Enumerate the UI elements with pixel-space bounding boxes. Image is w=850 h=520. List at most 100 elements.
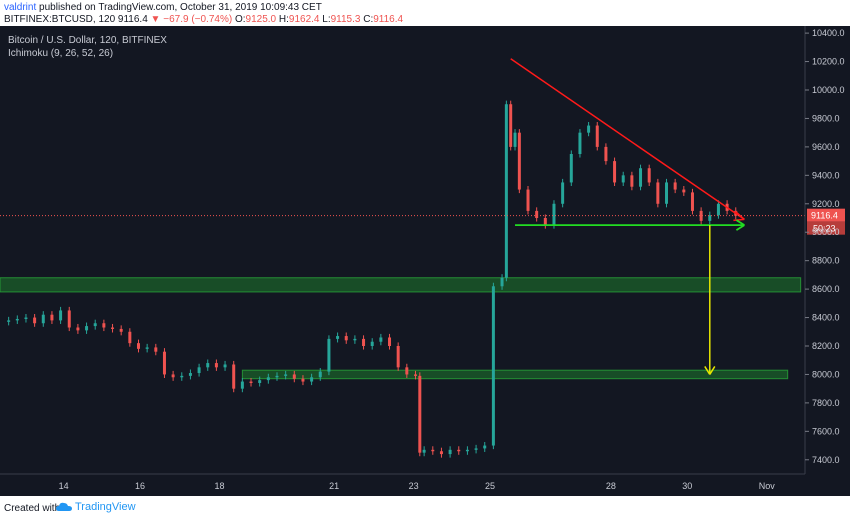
candle	[249, 381, 253, 383]
last-price: 9116.4	[117, 14, 148, 25]
candle	[422, 449, 426, 453]
candle	[370, 341, 374, 346]
cloud-icon	[56, 502, 72, 511]
candle	[561, 182, 565, 204]
candle	[310, 377, 314, 382]
countdown-badge	[807, 221, 845, 235]
candle	[318, 371, 322, 378]
candle	[111, 327, 115, 329]
countdown-label: 50:23	[813, 224, 836, 234]
candle	[604, 146, 608, 162]
candle	[119, 328, 123, 332]
change-down-icon: ▼	[150, 14, 161, 25]
candle	[656, 182, 660, 204]
chart-area[interactable]: 9116.4 50:23 10400.0 10200.0 10000.0 9800.0 9…	[0, 26, 850, 496]
price-badge	[807, 208, 845, 222]
candle	[413, 374, 417, 376]
candle	[275, 375, 279, 378]
published-text: published on TradingView.com, October 31…	[39, 2, 322, 13]
candle	[569, 154, 573, 183]
candle	[587, 125, 591, 133]
y-tick-label: 10000.0	[812, 85, 845, 95]
created-with-text: Created with	[4, 503, 61, 514]
candle	[699, 210, 703, 221]
close-value: 9116.4	[373, 14, 404, 25]
candle	[526, 189, 530, 211]
y-tick-label: 9400.0	[812, 170, 840, 180]
y-tick-label: 8600.0	[812, 284, 840, 294]
candle	[76, 327, 80, 331]
chart-legend: Bitcoin / U.S. Dollar, 120, BITFINEX Ich…	[8, 34, 167, 60]
candle	[128, 331, 132, 344]
candle	[716, 203, 720, 216]
candle	[682, 189, 686, 193]
candle	[154, 347, 158, 352]
symbol-line: BITFINEX:BTCUSD, 120 9116.4 ▼ −67.9 (−0.…	[4, 14, 403, 25]
symbol-label: BITFINEX:BTCUSD, 120	[4, 14, 116, 25]
candle	[223, 364, 227, 368]
target-arrowhead	[704, 366, 716, 375]
x-tick-label: Nov	[759, 481, 776, 491]
candle	[258, 380, 262, 383]
descending-trendline	[510, 58, 745, 221]
candle	[336, 336, 340, 339]
candle	[353, 338, 357, 341]
candle	[33, 317, 37, 324]
x-tick-label: 28	[606, 481, 616, 491]
candle	[483, 445, 487, 449]
candle	[7, 320, 11, 322]
legend-title: Bitcoin / U.S. Dollar, 120, BITFINEX	[8, 35, 167, 46]
candle	[418, 375, 422, 453]
close-label: C:	[363, 14, 374, 25]
candle	[535, 210, 539, 218]
x-tick-label: 25	[485, 481, 495, 491]
y-tick-label: 7400.0	[812, 455, 840, 465]
candle	[673, 182, 677, 190]
y-tick-label: 9200.0	[812, 199, 840, 209]
candle	[431, 449, 435, 452]
open-value: 9125.0	[245, 14, 277, 25]
y-tick-label: 8800.0	[812, 256, 840, 266]
tradingview-brand[interactable]: TradingView	[56, 501, 136, 513]
candle	[24, 317, 28, 319]
candle	[67, 310, 71, 328]
candle	[465, 449, 469, 452]
candle	[513, 132, 517, 147]
price-badge-label: 9116.4	[811, 211, 838, 221]
candle	[59, 310, 63, 321]
y-tick-label: 9600.0	[812, 142, 840, 152]
candle	[708, 215, 712, 221]
y-tick-label: 10200.0	[812, 57, 845, 67]
candle	[474, 448, 478, 450]
author-link[interactable]: valdrint	[4, 2, 37, 13]
publish-header: valdrint published on TradingView.com, O…	[0, 0, 850, 26]
y-tick-label: 8200.0	[812, 341, 840, 351]
candle	[396, 346, 400, 368]
candle	[595, 125, 599, 147]
legend-indicator[interactable]: Ichimoku (9, 26, 52, 26)	[8, 48, 114, 59]
y-tick-label: 7600.0	[812, 426, 840, 436]
y-tick-label: 9000.0	[812, 227, 840, 237]
candle	[517, 132, 521, 190]
candle	[301, 378, 305, 382]
x-tick-label: 30	[682, 481, 692, 491]
candle	[188, 373, 192, 376]
high-value: 9162.4	[288, 14, 320, 25]
candle	[136, 343, 140, 349]
candle	[50, 314, 54, 321]
candle	[388, 337, 392, 346]
candle	[214, 363, 218, 368]
trendline-arrowhead	[733, 210, 745, 222]
candle	[690, 192, 694, 211]
candle	[639, 168, 643, 187]
publish-line: valdrint published on TradingView.com, O…	[4, 2, 322, 13]
candle	[439, 451, 443, 455]
candle	[448, 449, 452, 455]
candle	[405, 367, 409, 375]
y-tick-label: 8000.0	[812, 369, 840, 379]
price-chart[interactable]: 9116.4 50:23 10400.0 10200.0 10000.0 9800.0 9…	[0, 26, 850, 496]
y-tick-label: 8400.0	[812, 313, 840, 323]
candle	[15, 318, 19, 321]
candle	[284, 374, 288, 376]
candle	[41, 314, 45, 324]
